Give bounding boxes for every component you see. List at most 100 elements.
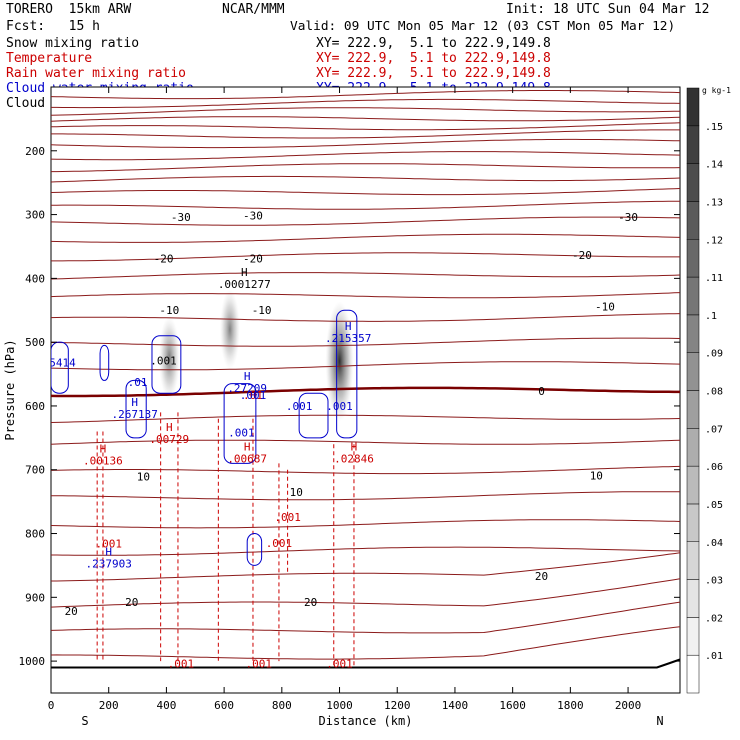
extremum-value: .00687: [227, 453, 267, 466]
colorbar-segment: [686, 465, 700, 505]
ground-line: [51, 658, 680, 669]
isotherm: [51, 491, 680, 501]
cloud-water-contour: [298, 392, 329, 439]
extremum-value: .237903: [86, 557, 132, 570]
contour-value-label: 5414: [49, 356, 76, 369]
y-tick-label: 300: [25, 209, 45, 222]
isotherm: [51, 107, 680, 116]
y-tick-label: 400: [25, 272, 45, 285]
colorbar-segment: [686, 314, 700, 353]
colorbar-label: .13: [705, 197, 723, 208]
isotherm-label: 20: [65, 605, 78, 618]
colorbar-label: .07: [705, 424, 723, 435]
isotherm-label: 10: [290, 486, 303, 499]
isotherm: [51, 272, 680, 280]
y-axis-label: Pressure (hPa): [3, 339, 17, 440]
isotherm: [51, 122, 680, 131]
colorbar-label: .14: [705, 160, 723, 171]
isotherm: [51, 151, 680, 161]
cloud-water-contour: [223, 383, 257, 464]
x-tick-label: 1000: [326, 699, 353, 712]
cloud-water-contour: [151, 335, 182, 394]
x-tick-label: 200: [99, 699, 119, 712]
colorbar-label: .09: [705, 349, 723, 360]
colorbar-segment: [686, 654, 700, 694]
contour-value-label: .001: [326, 400, 353, 413]
isotherm: [51, 313, 680, 322]
isotherm: [51, 292, 680, 299]
colorbar-segment: [686, 125, 700, 164]
contour-value-label: .001: [240, 389, 267, 402]
isotherm: [51, 439, 680, 445]
field-name: Rain water mixing ratio: [6, 66, 187, 81]
contour-value-label: .001: [274, 511, 301, 524]
isotherm: [51, 552, 680, 582]
isotherm-label: 0: [538, 385, 545, 398]
cloud-water-contour: [336, 309, 358, 439]
x-tick-label: 600: [214, 699, 234, 712]
x-tick-label: 1400: [442, 699, 469, 712]
extremum-mark: H: [100, 443, 107, 456]
isotherm: [51, 361, 680, 371]
colorbar-label: .06: [705, 462, 723, 473]
colorbar-label: .05: [705, 500, 723, 511]
contour-value-label: .001: [168, 657, 195, 670]
extremum-mark: H: [131, 396, 138, 409]
colorbar-segment: [686, 617, 700, 656]
x-tick-label: 0: [48, 699, 55, 712]
y-tick-label: 800: [25, 528, 45, 541]
isotherm: [51, 233, 680, 243]
colorbar-segment: [686, 541, 700, 580]
extremum-mark: H: [241, 266, 248, 279]
extremum-value: .267137: [111, 408, 157, 421]
contour-value-label: .001: [95, 538, 122, 551]
plot-content: -30 -30 -30 -20 -20 -20 -10 -10 -10 0 10 10 10 20 20 20…: [49, 90, 680, 670]
header-init: Init: 18 UTC Sun 04 Mar 12: [506, 2, 710, 17]
colorbar-label: .02: [705, 613, 723, 624]
y-tick-label: 1000: [19, 655, 46, 668]
colorbar-segment: [686, 503, 700, 542]
colorbar-label: .15: [705, 122, 723, 133]
isotherm-label: -10: [159, 304, 179, 317]
isotherm: [51, 546, 680, 556]
colorbar-segment: [686, 579, 700, 618]
isotherm: [51, 578, 680, 608]
isotherm: [51, 138, 680, 149]
contour-value-label: .001: [245, 657, 272, 670]
isotherm: [51, 188, 680, 196]
extremum-value: .02846: [334, 453, 374, 466]
isotherm-label: 20: [535, 570, 548, 583]
colorbar-label: .1: [705, 311, 717, 322]
colorbar-label: .08: [705, 387, 723, 398]
isotherm-label: 20: [125, 596, 138, 609]
isotherm-label: -20: [243, 252, 263, 265]
cloud-water-contour: [51, 341, 69, 394]
contour-value-label: .001: [326, 657, 353, 670]
extremum-value: .00729: [149, 433, 189, 446]
colorbar-segment: [686, 87, 700, 127]
zero-isotherm: [51, 386, 680, 398]
cloud-water-contour: [246, 533, 263, 566]
isotherm-label: -30: [618, 211, 638, 224]
y-tick-label: 200: [25, 145, 45, 158]
isotherm: [51, 216, 680, 226]
isotherm: [51, 519, 680, 529]
colorbar-segment: [686, 201, 700, 240]
colorbar-segment: [686, 352, 700, 391]
isotherm: [51, 175, 680, 183]
field-xy: XY= 222.9, 5.1 to 222.9,149.8: [316, 51, 551, 66]
colorbar-unit: g kg-1: [702, 86, 731, 95]
colorbar-label: .03: [705, 576, 723, 587]
y-tick-label: 700: [25, 464, 45, 477]
colorbar-segment: [686, 163, 700, 202]
y-tick-label: 900: [25, 591, 45, 604]
colorbar-segment: [686, 239, 700, 278]
cloud-water-contour: [125, 379, 147, 439]
x-tick-label: 800: [272, 699, 292, 712]
x-tick-label: 400: [156, 699, 176, 712]
isotherm: [51, 414, 680, 423]
colorbar-label: .11: [705, 273, 723, 284]
field-xy: XY= 222.9, 5.1 to 222.9,149.8: [316, 66, 551, 81]
y-tick-label: 500: [25, 336, 45, 349]
isotherm-label: 20: [304, 596, 317, 609]
